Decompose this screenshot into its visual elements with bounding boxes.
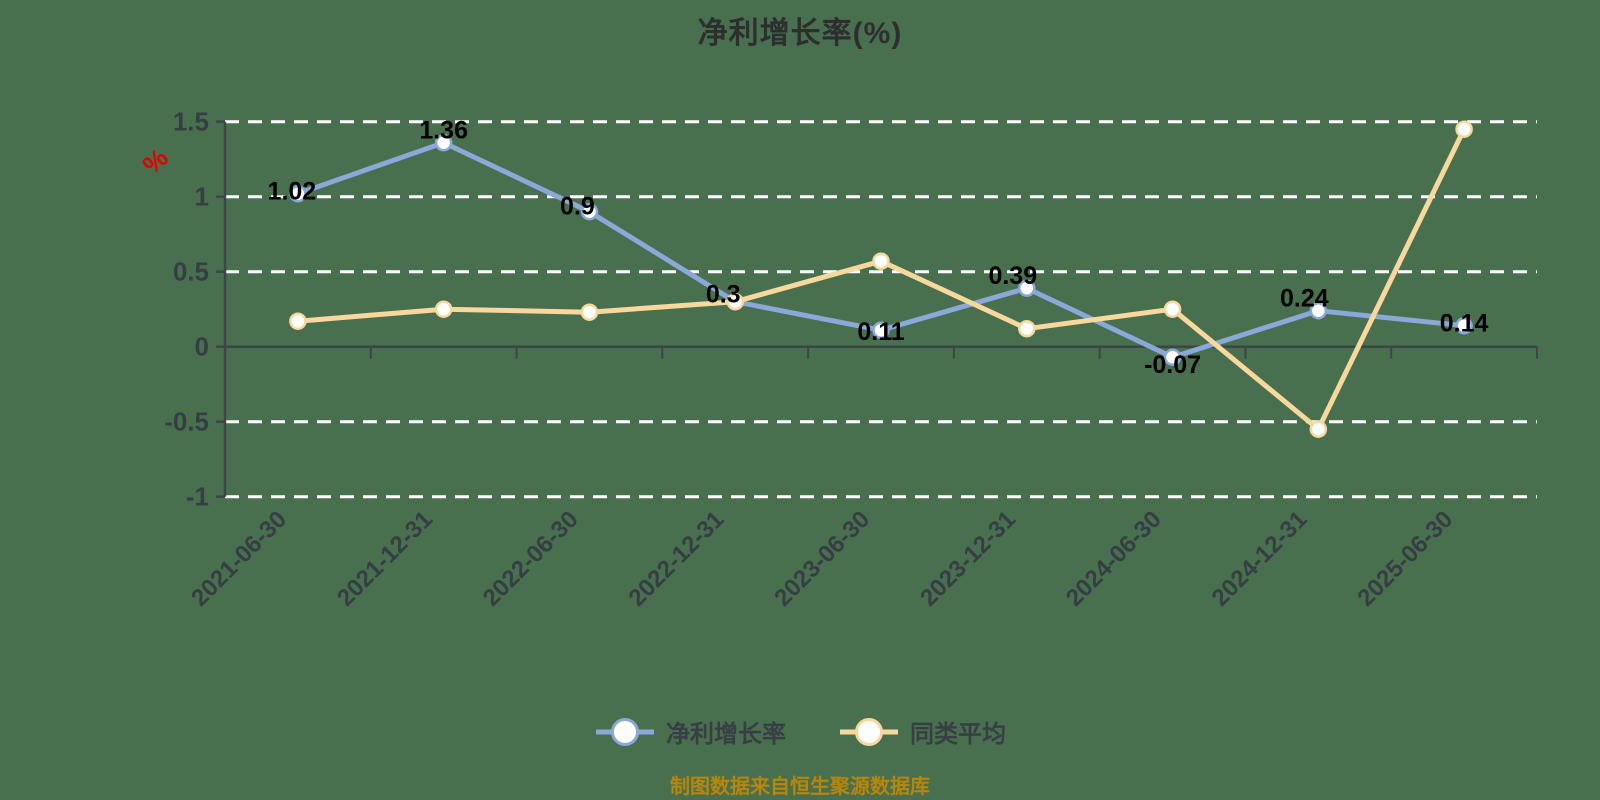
data-point-净利增长率-2024-12-31[interactable] bbox=[1309, 301, 1328, 320]
x-axis-label-2021-06-30: 2021-06-30 bbox=[186, 506, 292, 612]
data-point-同类平均-2022-06-30[interactable] bbox=[580, 303, 599, 321]
data-point-同类平均-2023-12-31[interactable] bbox=[1018, 319, 1036, 338]
y-axis-label-1.5: 1.5 bbox=[173, 107, 209, 137]
legend-marker-icon bbox=[596, 717, 654, 746]
series-line-同类平均 bbox=[295, 126, 1467, 432]
data-point-净利增长率-2023-12-31[interactable] bbox=[1018, 279, 1036, 297]
data-label-1.02: 1.02 bbox=[268, 178, 317, 206]
x-axis-label-2023-06-30: 2023-06-30 bbox=[769, 506, 875, 612]
data-label-0.9: 0.9 bbox=[560, 193, 595, 221]
data-label-0.14: 0.14 bbox=[1440, 310, 1489, 338]
source-note: 制图数据来自恒生聚源数据库 bbox=[670, 776, 930, 798]
data-label-0.11: 0.11 bbox=[857, 318, 904, 346]
legend-item-同类平均[interactable]: 同类平均 bbox=[838, 714, 1006, 749]
y-axis-label--0.5: -0.5 bbox=[164, 407, 209, 437]
data-label-0.39: 0.39 bbox=[988, 262, 1037, 290]
legend-label: 同类平均 bbox=[910, 721, 1006, 748]
data-point-净利增长率-2021-12-31[interactable] bbox=[434, 133, 453, 152]
x-axis-label-2021-12-31: 2021-12-31 bbox=[332, 506, 438, 612]
data-point-同类平均-2021-06-30[interactable] bbox=[289, 312, 307, 330]
data-point-净利增长率-2022-06-30[interactable] bbox=[580, 202, 599, 221]
data-label--0.07: -0.07 bbox=[1144, 351, 1201, 379]
legend-marker-icon bbox=[840, 717, 898, 746]
x-axis-label-2022-06-30: 2022-06-30 bbox=[478, 506, 584, 612]
data-point-同类平均-2023-06-30[interactable] bbox=[872, 252, 890, 270]
y-axis-label-0.5: 0.5 bbox=[173, 257, 209, 287]
x-axis-label-2023-12-31: 2023-12-31 bbox=[915, 506, 1021, 612]
x-axis-label-2024-06-30: 2024-06-30 bbox=[1061, 506, 1167, 612]
data-point-净利增长率-2023-06-30[interactable] bbox=[872, 321, 890, 339]
data-point-同类平均-2022-12-31[interactable] bbox=[726, 292, 744, 311]
legend-item-净利增长率[interactable]: 净利增长率 bbox=[594, 714, 786, 749]
x-axis-label-2025-06-30: 2025-06-30 bbox=[1352, 506, 1458, 612]
y-axis-label-1: 1 bbox=[195, 182, 209, 212]
legend-label: 净利增长率 bbox=[666, 721, 786, 748]
data-point-同类平均-2021-12-31[interactable] bbox=[434, 300, 453, 318]
data-point-同类平均-2024-06-30[interactable] bbox=[1163, 300, 1182, 318]
x-axis-label-2022-12-31: 2022-12-31 bbox=[624, 506, 730, 612]
data-point-净利增长率-2024-06-30[interactable] bbox=[1163, 348, 1182, 366]
data-point-净利增长率-2021-06-30[interactable] bbox=[289, 184, 307, 203]
data-point-净利增长率-2025-06-30[interactable] bbox=[1455, 316, 1473, 335]
data-label-0.24: 0.24 bbox=[1280, 285, 1329, 313]
chart-title: 净利增长率(%) bbox=[697, 17, 903, 50]
data-point-同类平均-2025-06-30[interactable] bbox=[1455, 120, 1473, 138]
y-axis-label-0: 0 bbox=[195, 332, 209, 362]
x-axis-label-2024-12-31: 2024-12-31 bbox=[1207, 506, 1313, 612]
data-label-0.3: 0.3 bbox=[706, 281, 741, 309]
y-axis-label--1: -1 bbox=[186, 482, 209, 512]
legend: 净利增长率 同类平均 bbox=[0, 714, 1600, 749]
data-label-1.36: 1.36 bbox=[419, 117, 468, 145]
data-point-同类平均-2024-12-31[interactable] bbox=[1309, 420, 1328, 438]
